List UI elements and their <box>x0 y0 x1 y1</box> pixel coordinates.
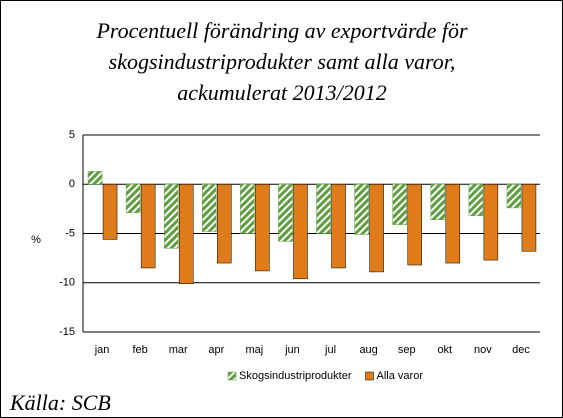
chart-title: Procentuell förändring av exportvärde fö… <box>95 18 468 43</box>
bar <box>125 184 141 214</box>
x-tick-label: aug <box>359 344 377 356</box>
bar <box>316 184 331 234</box>
bar <box>468 184 484 217</box>
bar <box>278 184 293 242</box>
y-tick-label: -10 <box>59 277 75 289</box>
x-tick-label: jan <box>94 344 110 356</box>
y-axis-label: % <box>31 234 41 246</box>
y-tick-label: 5 <box>69 129 75 141</box>
bar <box>202 184 217 232</box>
x-tick-label: okt <box>437 344 452 356</box>
bar <box>483 184 499 261</box>
legend-swatch <box>227 371 237 381</box>
x-tick-label: jul <box>324 344 336 356</box>
bar <box>163 184 179 249</box>
x-tick-label: apr <box>208 344 224 356</box>
x-tick-label: mar <box>169 344 188 356</box>
bar <box>369 184 384 273</box>
source: Källa: SCB <box>9 390 111 415</box>
chart-title: ackumulerat 2013/2012 <box>177 80 387 105</box>
bar <box>445 184 461 264</box>
bar <box>430 184 446 220</box>
bar <box>217 184 232 264</box>
y-tick-label: -5 <box>65 227 75 239</box>
legend-label: Alla varor <box>377 370 424 382</box>
bar <box>255 184 270 272</box>
bar <box>354 184 369 235</box>
x-tick-label: sep <box>398 344 416 356</box>
legend-label: Skogsindustriprodukter <box>239 370 352 382</box>
bar <box>331 184 346 269</box>
legend-swatch <box>365 371 374 381</box>
x-tick-label: jun <box>284 344 300 356</box>
x-tick-label: feb <box>132 344 147 356</box>
bar <box>506 184 522 209</box>
bar <box>240 184 255 234</box>
y-tick-label: -15 <box>59 326 75 338</box>
x-tick-label: maj <box>246 344 264 356</box>
bar <box>87 171 103 185</box>
bar <box>293 184 308 280</box>
y-tick-label: 0 <box>69 178 75 190</box>
chart-title: skogsindustriprodukter samt alla varor, <box>109 49 456 74</box>
bar <box>392 184 407 225</box>
bar <box>178 184 194 284</box>
bar <box>102 184 118 240</box>
bar <box>140 184 156 269</box>
x-tick-label: dec <box>512 344 530 356</box>
x-tick-label: nov <box>474 344 492 356</box>
bar <box>407 184 422 266</box>
bar <box>521 184 537 252</box>
